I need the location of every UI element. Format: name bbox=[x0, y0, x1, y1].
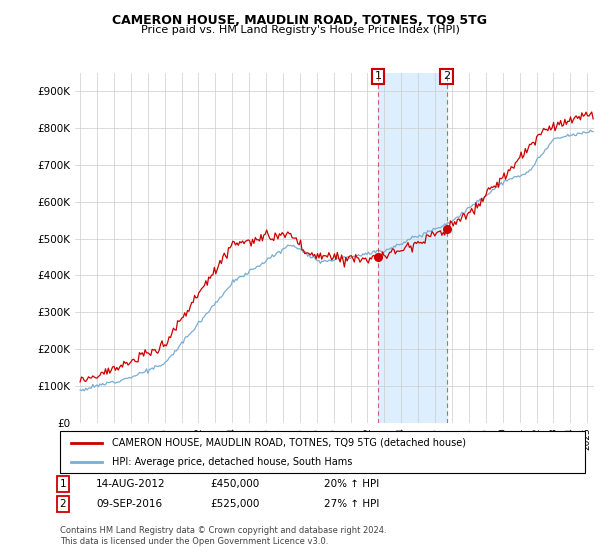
Text: 20% ↑ HPI: 20% ↑ HPI bbox=[324, 479, 379, 489]
Text: HPI: Average price, detached house, South Hams: HPI: Average price, detached house, Sout… bbox=[113, 457, 353, 467]
Text: CAMERON HOUSE, MAUDLIN ROAD, TOTNES, TQ9 5TG (detached house): CAMERON HOUSE, MAUDLIN ROAD, TOTNES, TQ9… bbox=[113, 437, 467, 447]
Text: 1: 1 bbox=[374, 72, 382, 82]
Text: Price paid vs. HM Land Registry's House Price Index (HPI): Price paid vs. HM Land Registry's House … bbox=[140, 25, 460, 35]
Text: CAMERON HOUSE, MAUDLIN ROAD, TOTNES, TQ9 5TG: CAMERON HOUSE, MAUDLIN ROAD, TOTNES, TQ9… bbox=[113, 14, 487, 27]
Text: 27% ↑ HPI: 27% ↑ HPI bbox=[324, 499, 379, 509]
Text: £450,000: £450,000 bbox=[210, 479, 259, 489]
Text: 14-AUG-2012: 14-AUG-2012 bbox=[96, 479, 166, 489]
Text: £525,000: £525,000 bbox=[210, 499, 259, 509]
Text: 09-SEP-2016: 09-SEP-2016 bbox=[96, 499, 162, 509]
Text: 2: 2 bbox=[59, 499, 67, 509]
Text: Contains HM Land Registry data © Crown copyright and database right 2024.
This d: Contains HM Land Registry data © Crown c… bbox=[60, 526, 386, 546]
Text: 2: 2 bbox=[443, 72, 451, 82]
Text: 1: 1 bbox=[59, 479, 67, 489]
FancyBboxPatch shape bbox=[60, 431, 585, 473]
Bar bbox=[378, 73, 447, 423]
